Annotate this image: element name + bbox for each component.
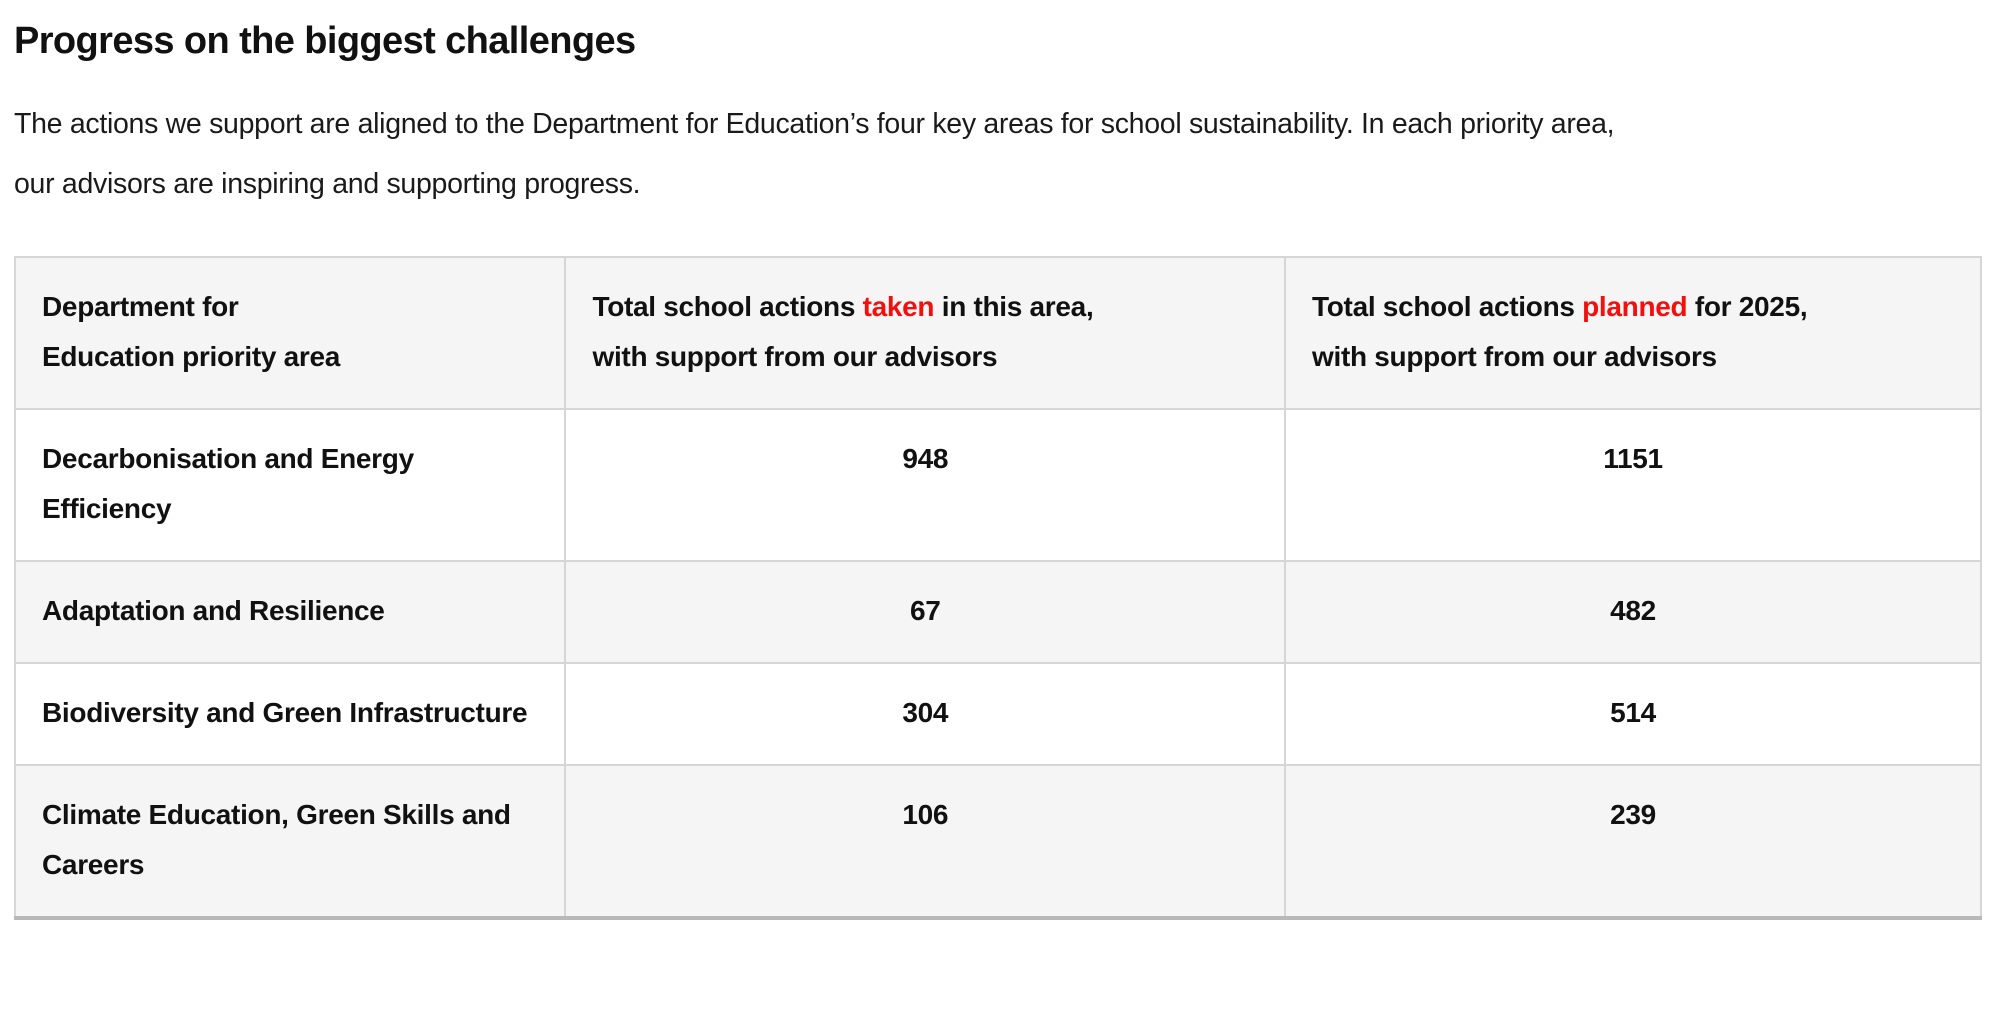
content-area: Progress on the biggest challenges The a… [13,18,1982,920]
cell-actions-planned: 482 [1284,560,1982,664]
col-header-actions-taken: Total school actions taken in this area,… [564,256,1287,410]
text-segment: with support from our advisors [592,341,998,372]
cell-actions-planned: 514 [1284,662,1982,766]
cell-actions-taken: 948 [564,408,1287,562]
cell-actions-planned: 1151 [1284,408,1982,562]
table-row: Adaptation and Resilience 67 482 [13,560,1982,664]
cell-priority-area: Adaptation and Resilience [13,560,567,664]
page-title: Progress on the biggest challenges [14,20,636,62]
intro-paragraph: The actions we support are aligned to th… [14,108,1615,200]
text-segment: with support from our advisors [1312,341,1717,372]
text-segment: for 2025, [1687,291,1808,322]
cell-actions-taken: 304 [564,662,1287,766]
cell-priority-area: Decarbonisation and Energy Efficiency [13,408,567,562]
text-segment: Department for [42,291,239,322]
cell-actions-taken: 67 [564,560,1287,664]
cell-actions-planned: 239 [1284,764,1982,919]
table-header-row: Department for Education priority area To… [13,256,1982,410]
table-row: Climate Education, Green Skills and Care… [13,764,1982,919]
text-segment: Total school actions [592,291,863,322]
table-row: Biodiversity and Green Infrastructure 30… [13,662,1982,766]
col-header-actions-planned: Total school actions planned for 2025, wi… [1284,256,1982,410]
table-head: Department for Education priority area To… [13,256,1982,410]
cell-actions-taken: 106 [564,764,1287,919]
table-body: Decarbonisation and Energy Efficiency 94… [13,408,1982,919]
col-header-priority-area: Department for Education priority area [13,256,567,410]
text-segment: in this area, [934,291,1094,322]
table-row: Decarbonisation and Energy Efficiency 94… [13,408,1982,562]
highlighted-text: planned [1582,291,1688,322]
cell-priority-area: Climate Education, Green Skills and Care… [13,764,567,919]
progress-table: Department for Education priority area To… [13,256,1982,920]
text-segment: Education priority area [42,341,341,372]
cell-priority-area: Biodiversity and Green Infrastructure [13,662,567,766]
highlighted-text: taken [862,291,935,322]
text-segment: Total school actions [1312,291,1583,322]
